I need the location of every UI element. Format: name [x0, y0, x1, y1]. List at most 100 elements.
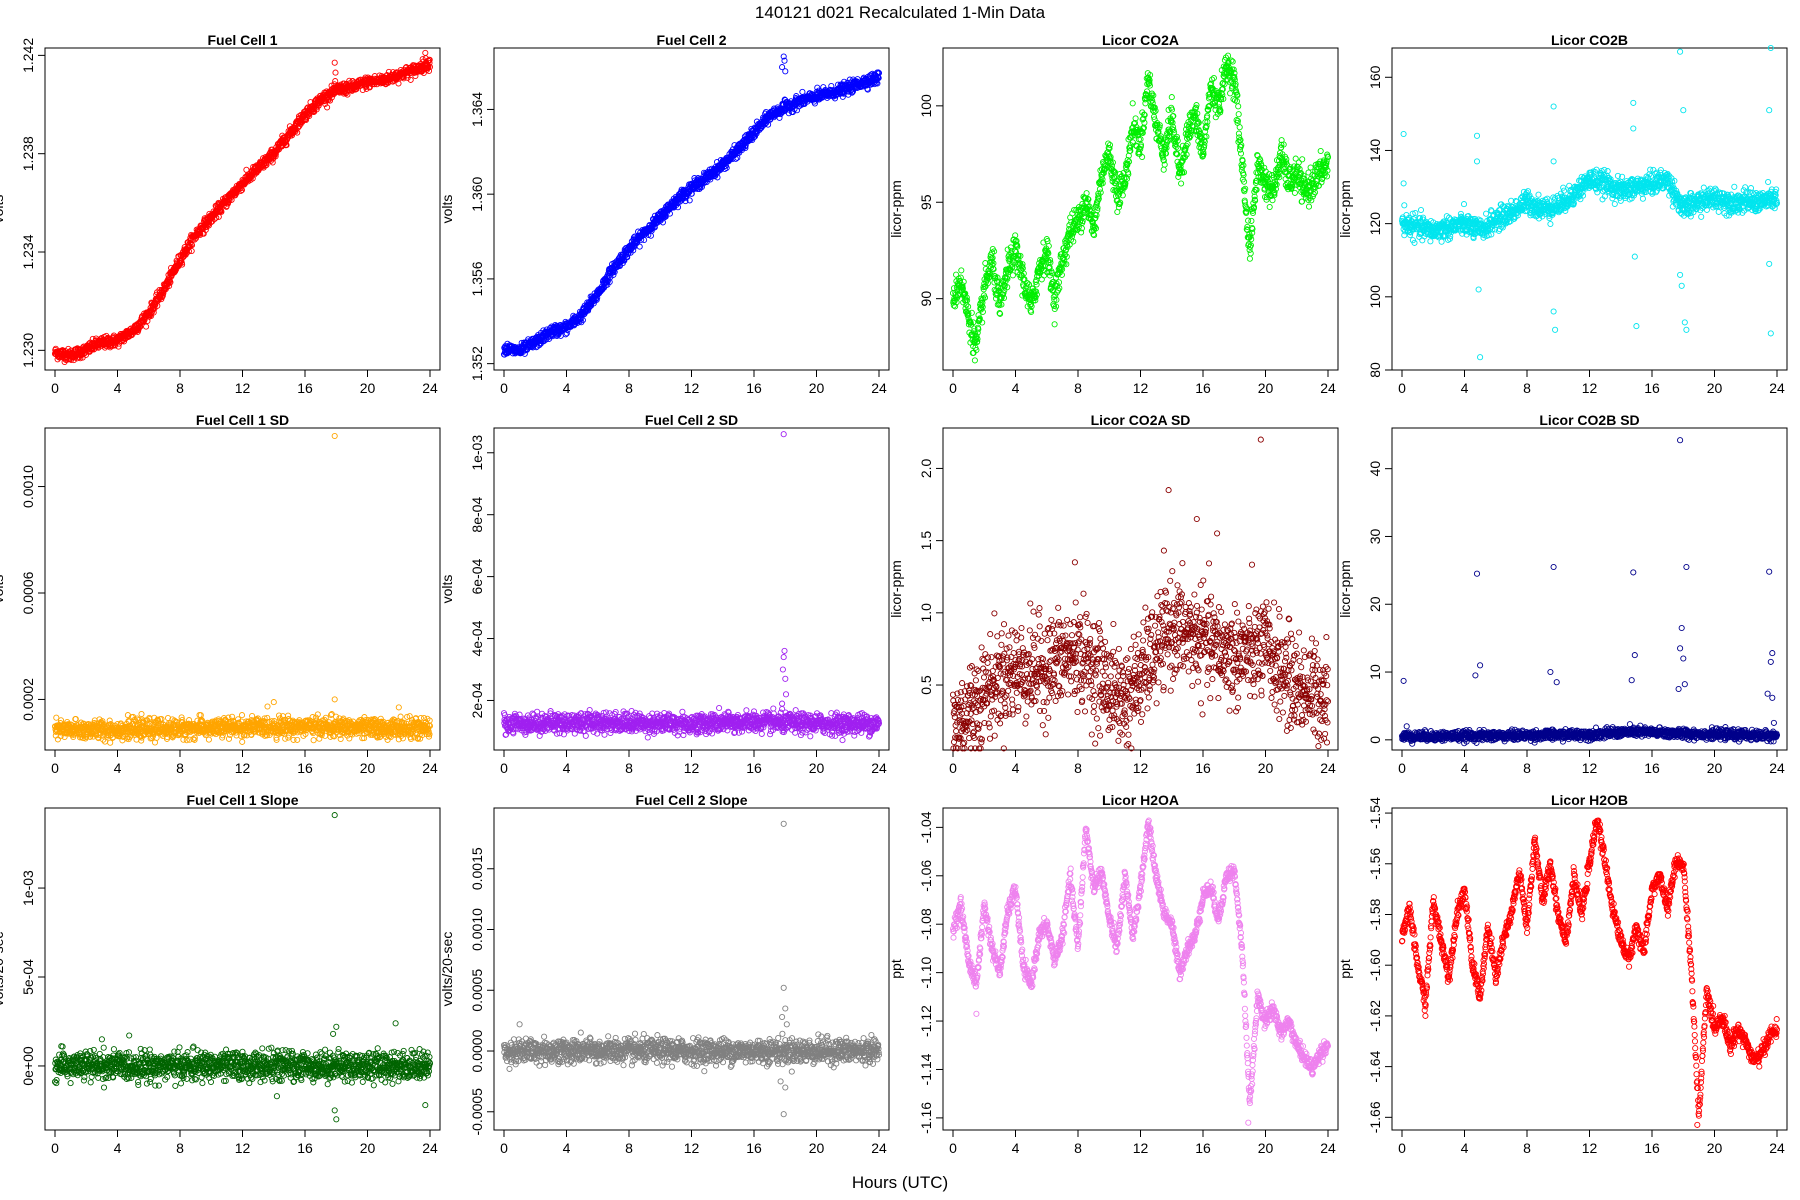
data-point: [1247, 250, 1254, 257]
data-point: [1173, 143, 1180, 151]
data-point: [1142, 100, 1149, 107]
x-tick-label: 20: [809, 380, 825, 396]
data-point: [1427, 238, 1434, 245]
data-point: [115, 343, 122, 350]
y-tick-label: 140: [1367, 139, 1383, 163]
y-axis-label: licor-ppm: [888, 180, 904, 238]
x-tick-label: 16: [297, 380, 313, 396]
data-point: [1305, 203, 1313, 210]
y-axis-label: licor-ppm: [1337, 180, 1353, 238]
data-point: [799, 88, 806, 95]
data-point: [1178, 180, 1185, 187]
y-tick-label: 1.356: [469, 261, 485, 296]
series-points: [51, 49, 434, 366]
panel-title: Fuel Cell 2: [656, 32, 726, 48]
data-point: [1483, 210, 1490, 217]
series-points: [500, 53, 883, 358]
data-point: [1160, 166, 1167, 173]
data-point: [636, 243, 643, 250]
y-tick-label: 1.230: [20, 333, 36, 368]
x-tick-label: 8: [625, 380, 633, 396]
outlier-point: [332, 69, 339, 76]
data-point: [1248, 217, 1255, 224]
y-tick-label: 90: [918, 291, 934, 307]
y-tick-label: 120: [1367, 212, 1383, 236]
data-point: [167, 279, 174, 286]
x-tick-label: 16: [746, 380, 762, 396]
x-tick-label: 24: [422, 380, 438, 396]
x-tick-label: 0: [949, 380, 957, 396]
y-axis-label: volts: [439, 195, 455, 224]
y-tick-label: 80: [1367, 362, 1383, 378]
panel-title: Licor CO2A: [1102, 32, 1179, 48]
data-point: [1266, 203, 1273, 211]
outlier-point: [782, 68, 789, 75]
panel-title: Fuel Cell 1: [207, 32, 277, 48]
data-point: [1041, 272, 1048, 279]
data-point: [143, 323, 150, 330]
x-tick-label: 4: [114, 380, 122, 396]
data-point: [1168, 106, 1176, 113]
y-tick-label: 1.238: [20, 136, 36, 171]
data-point: [179, 261, 186, 268]
data-point: [958, 267, 965, 274]
data-point: [1535, 191, 1542, 198]
data-point: [1168, 94, 1175, 101]
x-tick-label: 0: [51, 380, 59, 396]
series-points: [949, 52, 1332, 364]
panels: Fuel Cell 1 volts 0 4 8 12 16 20 24 1.230 1.234 1.2…: [0, 32, 1788, 1156]
data-point: [1083, 190, 1090, 197]
y-tick-label: 1.234: [20, 234, 36, 269]
y-tick-label: 100: [1367, 285, 1383, 309]
x-tick-label: 24: [871, 380, 887, 396]
x-tick-label: 16: [1644, 380, 1660, 396]
data-point: [1235, 111, 1242, 118]
x-tick-label: 20: [1707, 380, 1723, 396]
data-point: [150, 309, 157, 316]
data-point: [1417, 206, 1425, 214]
data-point: [1246, 255, 1253, 262]
data-point: [1227, 90, 1234, 97]
data-point: [1129, 100, 1136, 107]
x-tick-label: 4: [1012, 380, 1020, 396]
x-tick-label: 0: [1398, 380, 1406, 396]
data-point: [1307, 164, 1314, 171]
x-tick-label: 8: [1523, 380, 1531, 396]
x-tick-label: 12: [1133, 380, 1149, 396]
data-point: [1236, 124, 1243, 131]
y-axis-label: volts: [0, 195, 6, 224]
y-tick-label: 1.352: [469, 346, 485, 381]
data-point: [1038, 276, 1045, 283]
outlier-point: [971, 357, 978, 364]
x-tick-label: 8: [1074, 380, 1082, 396]
outlier-point: [331, 59, 338, 66]
y-tick-label: 95: [918, 194, 934, 210]
y-tick-label: 1.364: [469, 92, 485, 127]
x-tick-label: 24: [1769, 380, 1785, 396]
x-tick-label: 24: [1320, 380, 1336, 396]
x-tick-label: 4: [1461, 380, 1469, 396]
x-tick-label: 12: [235, 380, 251, 396]
data-point: [1438, 238, 1445, 245]
x-tick-label: 12: [684, 380, 700, 396]
data-point: [1201, 138, 1208, 145]
data-point: [1009, 272, 1016, 279]
data-point: [1235, 103, 1242, 110]
plot-frame: [44, 47, 441, 371]
y-tick-label: 160: [1367, 65, 1383, 89]
panel-title: Licor CO2B: [1551, 32, 1628, 48]
data-point: [1317, 147, 1324, 155]
figure-title: 140121 d021 Recalculated 1-Min Data: [755, 3, 1046, 22]
x-tick-label: 0: [500, 380, 508, 396]
series-points: [1398, 44, 1781, 361]
x-tick-label: 16: [1195, 380, 1211, 396]
data-point: [1051, 321, 1058, 328]
y-tick-label: 100: [918, 94, 934, 118]
outlier-point: [422, 49, 429, 56]
x-tick-label: 20: [360, 380, 376, 396]
data-point: [1291, 189, 1298, 196]
